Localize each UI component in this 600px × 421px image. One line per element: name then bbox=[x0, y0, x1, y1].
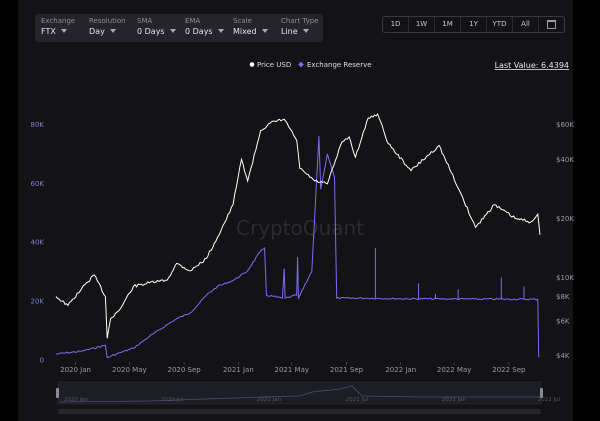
control-label: Scale bbox=[233, 17, 252, 25]
range-button-1w[interactable]: 1W bbox=[409, 17, 435, 32]
control-exchange[interactable]: Exchange FTX bbox=[35, 14, 83, 42]
range-button-1m[interactable]: 1M bbox=[435, 17, 461, 32]
navigator-label: 2020 Jan bbox=[64, 397, 89, 403]
x-tick-label: 2022 Jan bbox=[385, 366, 416, 374]
navigator-right-handle[interactable] bbox=[540, 388, 543, 398]
navigator-label: 2020 Jul bbox=[161, 397, 184, 403]
last-value: Last Value: 6.4394 bbox=[495, 61, 569, 70]
controls-toolbar: Exchange FTX Resolution Day SMA 0 Days EMA 0 Da… bbox=[35, 14, 323, 42]
navigator-label: 2021 Jan bbox=[257, 397, 282, 403]
range-button-ytd[interactable]: YTD bbox=[487, 17, 513, 32]
control-chart-type[interactable]: Chart Type Line bbox=[275, 14, 323, 42]
control-value[interactable]: FTX bbox=[41, 26, 83, 38]
watermark-logo: CryptoQuant bbox=[236, 216, 364, 240]
control-scale[interactable]: Scale Mixed bbox=[227, 14, 275, 42]
control-label: Chart Type bbox=[281, 17, 319, 25]
navigator-selection[interactable] bbox=[58, 382, 541, 404]
control-label: EMA bbox=[185, 17, 201, 25]
control-sma[interactable]: SMA 0 Days bbox=[131, 14, 179, 42]
range-button-all[interactable]: All bbox=[513, 17, 539, 32]
y-right-tick-label: $60K bbox=[556, 121, 574, 129]
chart-panel: Exchange FTX Resolution Day SMA 0 Days EMA 0 Da… bbox=[18, 0, 573, 421]
time-range-selector: 1D 1W 1M 1Y YTD All bbox=[382, 16, 565, 33]
navigator-label: 2021 Jul bbox=[346, 397, 369, 403]
navigator-series bbox=[59, 385, 540, 403]
navigator-label: 2022 Jan bbox=[442, 397, 467, 403]
y-left-tick-label: 20K bbox=[31, 298, 45, 306]
control-value[interactable]: Day bbox=[89, 26, 131, 38]
navigator-scrollbar[interactable] bbox=[58, 409, 541, 414]
control-label: Resolution bbox=[89, 17, 126, 25]
y-left-tick-label: 80K bbox=[31, 121, 45, 129]
chevron-down-icon[interactable] bbox=[217, 29, 224, 33]
control-value[interactable]: 0 Days bbox=[137, 26, 179, 38]
control-label: SMA bbox=[137, 17, 153, 25]
control-ema[interactable]: EMA 0 Days bbox=[179, 14, 227, 42]
control-label: Exchange bbox=[41, 17, 76, 25]
x-tick-label: 2022 Sep bbox=[492, 366, 526, 374]
y-right-tick-label: $20K bbox=[556, 215, 574, 223]
legend-price-label[interactable]: Price USD bbox=[257, 61, 291, 69]
navigator-left-handle[interactable] bbox=[56, 388, 59, 398]
chevron-down-icon[interactable] bbox=[60, 29, 67, 33]
x-tick-label: 2020 Jan bbox=[60, 366, 91, 374]
range-button-1d[interactable]: 1D bbox=[383, 17, 409, 32]
navigator-label: 2022 Jul bbox=[538, 397, 561, 403]
y-right-tick-label: $8K bbox=[556, 293, 570, 301]
x-tick-label: 2021 May bbox=[275, 366, 310, 374]
x-tick-label: 2020 May bbox=[112, 366, 147, 374]
x-tick-label: 2021 Jan bbox=[223, 366, 254, 374]
y-left-tick-label: 40K bbox=[31, 239, 45, 247]
x-tick-label: 2020 Sep bbox=[168, 366, 202, 374]
y-right-tick-label: $6K bbox=[556, 318, 570, 326]
chevron-down-icon[interactable] bbox=[169, 29, 176, 33]
y-left-tick-label: 60K bbox=[31, 180, 45, 188]
series-price-usd bbox=[55, 112, 541, 339]
chevron-down-icon[interactable] bbox=[109, 29, 116, 33]
calendar-icon[interactable] bbox=[547, 20, 556, 29]
legend-price-marker bbox=[249, 62, 255, 67]
control-resolution[interactable]: Resolution Day bbox=[83, 14, 131, 42]
series-exchange-reserve bbox=[55, 136, 540, 359]
y-right-tick-label: $40K bbox=[556, 156, 574, 164]
calendar-button[interactable] bbox=[539, 17, 564, 32]
control-value[interactable]: Line bbox=[281, 26, 323, 38]
y-right-tick-label: $10K bbox=[556, 274, 574, 282]
x-tick-label: 2021 Sep bbox=[330, 366, 364, 374]
y-left-tick-label: 0 bbox=[40, 357, 44, 365]
range-button-1y[interactable]: 1Y bbox=[461, 17, 487, 32]
legend-reserve-label[interactable]: Exchange Reserve bbox=[307, 61, 372, 69]
x-tick-label: 2022 May bbox=[437, 366, 472, 374]
y-right-tick-label: $4K bbox=[556, 352, 570, 360]
legend-reserve-marker bbox=[298, 61, 304, 68]
chevron-down-icon[interactable] bbox=[261, 29, 268, 33]
control-value[interactable]: 0 Days bbox=[185, 26, 227, 38]
chevron-down-icon[interactable] bbox=[302, 29, 309, 33]
control-value[interactable]: Mixed bbox=[233, 26, 275, 38]
